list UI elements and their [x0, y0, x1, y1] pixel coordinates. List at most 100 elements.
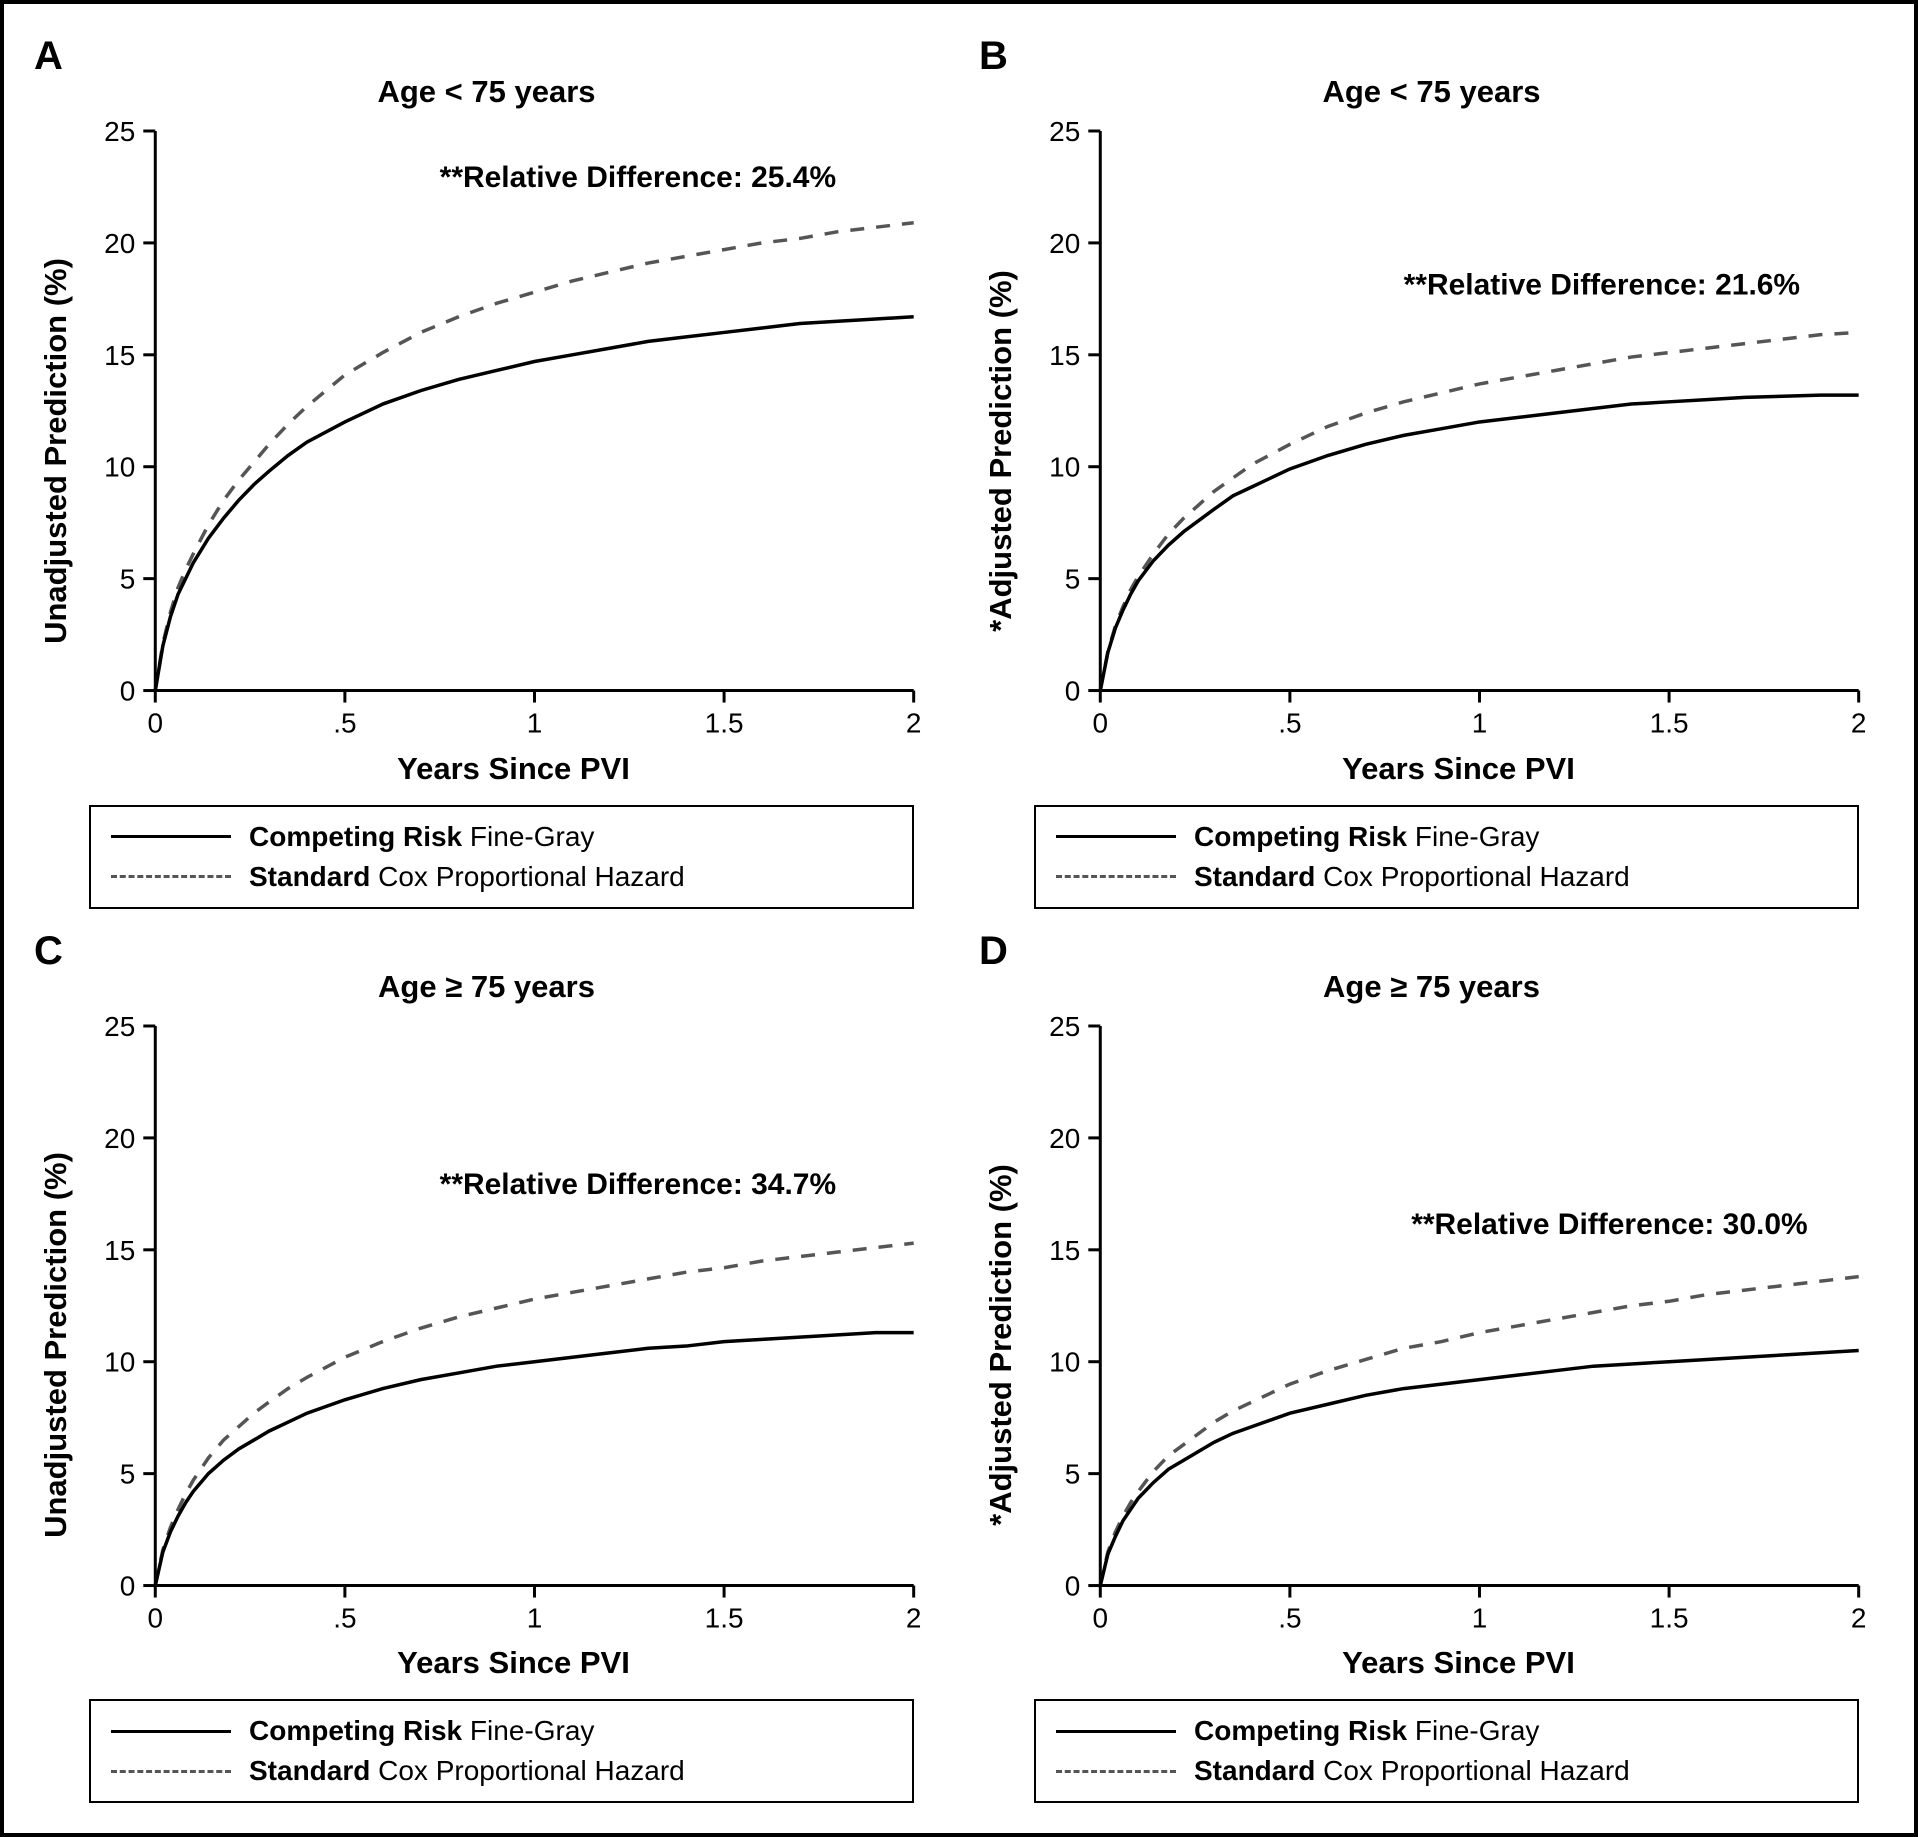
panel-letter: B [979, 34, 1008, 79]
legend: Competing Risk Fine-Gray Standard Cox Pro… [89, 805, 914, 909]
y-tick-label: 0 [1065, 1570, 1081, 1601]
y-tick-label: 15 [1049, 1234, 1080, 1265]
chart-area: Unadjusted Prediction (%)05101520250.511… [29, 115, 944, 787]
series-competing-risk [1100, 1350, 1858, 1585]
legend-label: Competing Risk Fine-Gray [249, 821, 594, 853]
legend-swatch [111, 835, 231, 838]
legend-item: Competing Risk Fine-Gray [1056, 817, 1837, 857]
y-tick-label: 10 [104, 452, 135, 483]
relative-difference-annotation: **Relative Difference: 34.7% [440, 1167, 836, 1200]
y-tick-label: 10 [1049, 452, 1080, 483]
x-tick-label: 1.5 [705, 1602, 744, 1633]
x-axis-label: Years Since PVI [83, 1645, 944, 1681]
legend-item: Competing Risk Fine-Gray [1056, 1711, 1837, 1751]
y-tick-label: 0 [120, 676, 136, 707]
panel-subtitle: Age < 75 years [974, 74, 1889, 110]
x-tick-label: .5 [333, 1602, 356, 1633]
legend: Competing Risk Fine-Gray Standard Cox Pro… [1034, 805, 1859, 909]
x-tick-label: 2 [906, 708, 922, 739]
relative-difference-annotation: **Relative Difference: 30.0% [1411, 1208, 1807, 1241]
legend-label: Standard Cox Proportional Hazard [249, 861, 685, 893]
chart-area: Unadjusted Prediction (%)05101520250.511… [29, 1010, 944, 1682]
legend-label: Standard Cox Proportional Hazard [1194, 861, 1630, 893]
legend-label: Competing Risk Fine-Gray [1194, 821, 1539, 853]
y-tick-label: 25 [1049, 1010, 1080, 1041]
chart-svg: 05101520250.511.52**Relative Difference:… [1028, 115, 1889, 747]
series-standard-cox [155, 223, 913, 691]
legend-label: Standard Cox Proportional Hazard [249, 1755, 685, 1787]
x-tick-label: 0 [148, 708, 164, 739]
x-tick-label: 1.5 [705, 708, 744, 739]
panel-letter: A [34, 34, 63, 79]
panel-letter: D [979, 929, 1008, 974]
legend-item: Standard Cox Proportional Hazard [1056, 857, 1837, 897]
series-competing-risk [155, 1332, 913, 1585]
series-standard-cox [155, 1243, 913, 1585]
y-tick-label: 0 [120, 1570, 136, 1601]
y-tick-label: 5 [1065, 1458, 1081, 1489]
y-tick-label: 5 [120, 1458, 136, 1489]
y-tick-label: 0 [1065, 676, 1081, 707]
legend-item: Standard Cox Proportional Hazard [111, 857, 892, 897]
relative-difference-annotation: **Relative Difference: 25.4% [440, 161, 836, 194]
x-tick-label: 0 [148, 1602, 164, 1633]
panel-c: CAge ≥ 75 yearsUnadjusted Prediction (%)… [29, 929, 944, 1804]
y-tick-label: 20 [1049, 1122, 1080, 1153]
series-standard-cox [1100, 332, 1858, 690]
y-tick-label: 5 [120, 564, 136, 595]
y-tick-label: 20 [1049, 228, 1080, 259]
panel-d: DAge ≥ 75 years*Adjusted Prediction (%)0… [974, 929, 1889, 1804]
chart-svg: 05101520250.511.52**Relative Difference:… [83, 1010, 944, 1642]
relative-difference-annotation: **Relative Difference: 21.6% [1404, 268, 1800, 301]
x-tick-label: 1 [527, 708, 543, 739]
legend-item: Competing Risk Fine-Gray [111, 817, 892, 857]
series-competing-risk [1100, 395, 1858, 690]
x-axis-label: Years Since PVI [1028, 1645, 1889, 1681]
chart-svg: 05101520250.511.52**Relative Difference:… [83, 115, 944, 747]
x-tick-label: 0 [1093, 1602, 1109, 1633]
panel-subtitle: Age < 75 years [29, 74, 944, 110]
panel-b: BAge < 75 years *Adjusted Prediction (%) 0… [974, 34, 1889, 909]
y-tick-label: 25 [104, 1010, 135, 1041]
y-tick-label: 5 [1065, 564, 1081, 595]
legend-swatch [111, 1730, 231, 1733]
legend-swatch [1056, 875, 1176, 878]
x-tick-label: .5 [333, 708, 356, 739]
x-tick-label: 1 [1472, 708, 1488, 739]
y-tick-label: 10 [104, 1346, 135, 1377]
legend-swatch [1056, 1730, 1176, 1733]
y-axis-label: *Adjusted Prediction (%) [983, 1164, 1019, 1526]
legend: Competing Risk Fine-Gray Standard Cox Pro… [89, 1699, 914, 1803]
legend-item: Standard Cox Proportional Hazard [1056, 1751, 1837, 1791]
legend-label: Standard Cox Proportional Hazard [1194, 1755, 1630, 1787]
y-axis-label: Unadjusted Prediction (%) [38, 1152, 74, 1538]
x-tick-label: 2 [1851, 1602, 1867, 1633]
legend-item: Competing Risk Fine-Gray [111, 1711, 892, 1751]
y-tick-label: 20 [104, 1122, 135, 1153]
y-axis-label: Unadjusted Prediction (%) [38, 258, 74, 644]
series-standard-cox [1100, 1276, 1858, 1585]
y-tick-label: 10 [1049, 1346, 1080, 1377]
panel-subtitle: Age ≥ 75 years [974, 969, 1889, 1005]
y-tick-label: 15 [104, 340, 135, 371]
x-axis-label: Years Since PVI [83, 751, 944, 787]
x-tick-label: 1 [1472, 1602, 1488, 1633]
x-tick-label: 1.5 [1650, 1602, 1689, 1633]
x-tick-label: 1 [527, 1602, 543, 1633]
legend-swatch [111, 875, 231, 878]
x-tick-label: .5 [1278, 1602, 1301, 1633]
panel-a: AAge < 75 years Unadjusted Prediction (%)… [29, 34, 944, 909]
x-tick-label: 0 [1093, 708, 1109, 739]
chart-svg: 0 5 10 15 20 25 0 .5 1 1.5 2 **Relative Difference:… [1028, 1010, 1889, 1642]
legend-label: Competing Risk Fine-Gray [1194, 1715, 1539, 1747]
x-tick-label: 2 [1851, 708, 1867, 739]
y-axis-label: *Adjusted Prediction (%) [983, 270, 1019, 632]
legend: Competing Risk Fine-Gray Standard Cox Pro… [1034, 1699, 1859, 1803]
panel-letter: C [34, 929, 63, 974]
series-competing-risk [155, 317, 913, 691]
chart-area: *Adjusted Prediction (%) 0 5 10 15 20 25 0 .5 1 1.… [974, 1010, 1889, 1682]
legend-swatch [1056, 835, 1176, 838]
y-tick-label: 20 [104, 228, 135, 259]
figure-frame: AAge < 75 yearsUnadjusted Prediction (%)… [0, 0, 1918, 1837]
x-tick-label: .5 [1278, 708, 1301, 739]
